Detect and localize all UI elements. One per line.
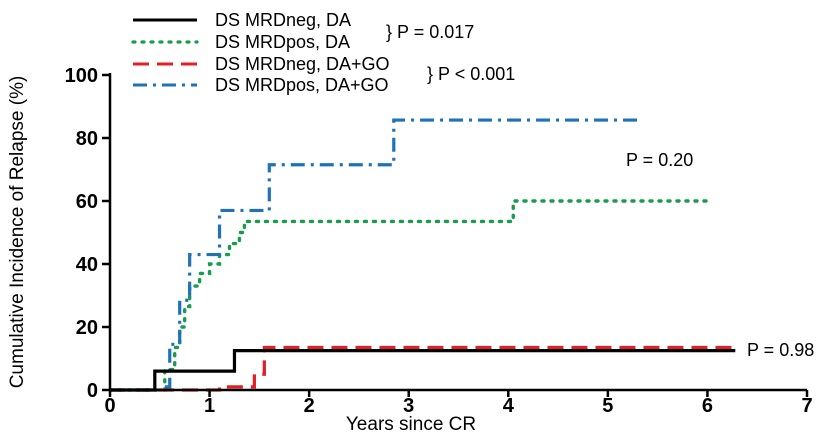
x-axis-title: Years since CR bbox=[346, 414, 476, 435]
pvalue-mrdpos-da-annotation: P = 0.20 bbox=[626, 150, 693, 170]
legend-label-mrdneg-dago: DS MRDneg, DA+GO bbox=[215, 54, 390, 74]
y-tick-label: 0 bbox=[87, 380, 98, 402]
y-tick-label: 80 bbox=[76, 128, 98, 150]
legend-label-mrdpos-dago: DS MRDpos, DA+GO bbox=[215, 75, 389, 95]
y-tick-label: 60 bbox=[76, 191, 98, 213]
y-tick-label: 20 bbox=[76, 317, 98, 339]
series-mrdpos-dago bbox=[110, 118, 638, 392]
series-mrdpos-da bbox=[108, 199, 715, 392]
y-tick-label: 100 bbox=[65, 65, 98, 87]
legend: DS MRDneg, DA DS MRDpos, DA DS MRDneg, D… bbox=[131, 10, 515, 95]
series-mrdneg-dago bbox=[110, 345, 738, 392]
x-tick-label: 4 bbox=[503, 395, 515, 417]
series-mrdneg-da bbox=[110, 349, 736, 392]
x-tick-label: 0 bbox=[104, 395, 115, 417]
legend-label-mrdpos-da: DS MRDpos, DA bbox=[215, 32, 350, 52]
x-tick-label: 7 bbox=[801, 395, 812, 417]
y-axis-title: Cumulative Incidence of Relapse (%) bbox=[7, 76, 28, 389]
legend-label-mrdneg-da: DS MRDneg, DA bbox=[215, 10, 351, 30]
pvalue-mrdneg-annotation: P = 0.98 bbox=[747, 340, 814, 360]
pvalue-da-annotation: } P = 0.017 bbox=[386, 22, 474, 42]
y-tick-label: 40 bbox=[76, 254, 98, 276]
x-tick-label: 1 bbox=[204, 395, 215, 417]
x-tick-label: 2 bbox=[304, 395, 315, 417]
pvalue-dago-annotation: } P < 0.001 bbox=[427, 64, 515, 84]
x-tick-label: 6 bbox=[702, 395, 713, 417]
axes-layer: 0 20 40 60 80 100 0 1 2 3 4 5 6 7 bbox=[65, 65, 813, 417]
x-tick-label: 3 bbox=[403, 395, 414, 417]
x-tick-label: 5 bbox=[602, 395, 613, 417]
